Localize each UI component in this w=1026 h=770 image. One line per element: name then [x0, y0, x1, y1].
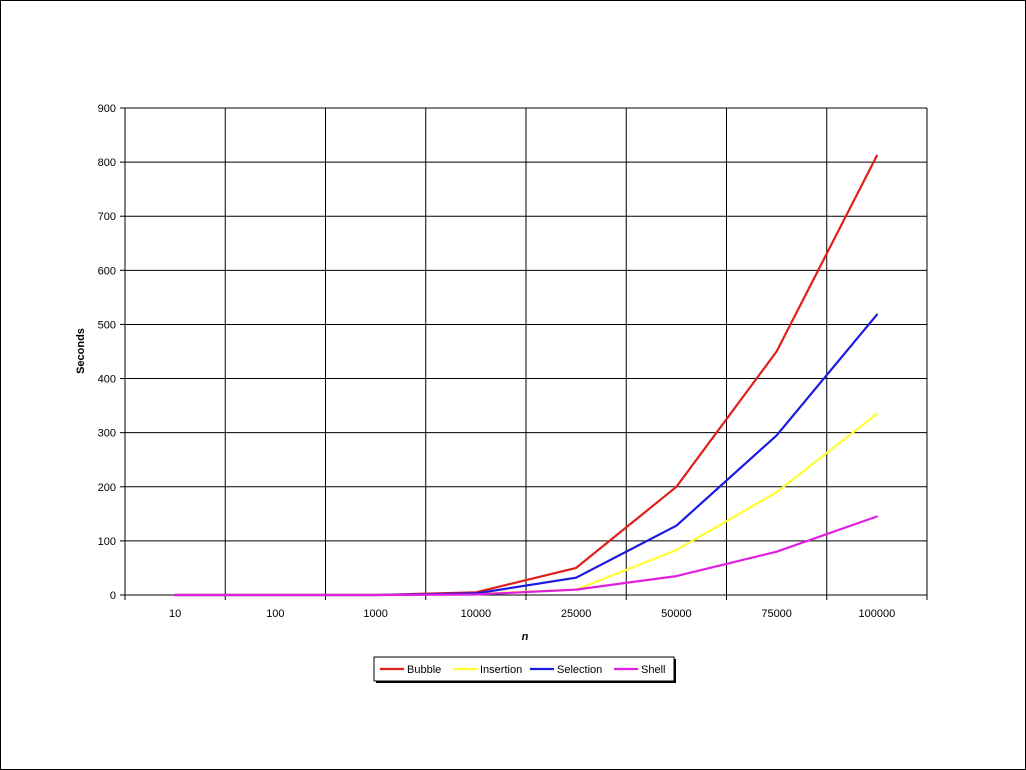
x-tick-labels: 10 100 1000 10000 25000 50000 75000 100000: [169, 608, 895, 620]
series-line-shell: [174, 515, 879, 597]
y-tick-label: 900: [98, 103, 116, 115]
legend-label-shell: Shell: [641, 664, 665, 676]
legend-label-bubble: Bubble: [407, 664, 441, 676]
y-tick-label: 300: [98, 428, 116, 440]
y-tick-label: 800: [98, 157, 116, 169]
legend-label-selection: Selection: [557, 664, 602, 676]
y-tick-label: 500: [98, 319, 116, 331]
grid: [125, 107, 928, 595]
x-tick-label: 10: [169, 608, 181, 620]
y-tick-label: 400: [98, 374, 116, 386]
x-tick-label: 50000: [661, 608, 692, 620]
x-axis-title: n: [522, 631, 529, 643]
y-tick-label: 0: [110, 590, 116, 602]
x-tick-label: 10000: [461, 608, 492, 620]
legend: Bubble Insertion Selection Shell: [373, 656, 676, 683]
legend-label-insertion: Insertion: [480, 664, 522, 676]
y-tick-labels: 0 100 200 300 400 500 600 700 800 900: [98, 103, 116, 602]
axes: [120, 107, 928, 600]
x-tick-label: 100000: [859, 608, 896, 620]
x-tick-label: 25000: [561, 608, 592, 620]
y-tick-label: 600: [98, 265, 116, 277]
series-lines: [174, 154, 879, 597]
y-tick-label: 100: [98, 536, 116, 548]
y-tick-label: 700: [98, 211, 116, 223]
x-tick-label: 75000: [761, 608, 792, 620]
y-axis-title: Seconds: [75, 328, 87, 374]
x-tick-label: 1000: [363, 608, 387, 620]
x-tick-label: 100: [266, 608, 284, 620]
y-tick-label: 200: [98, 482, 116, 494]
